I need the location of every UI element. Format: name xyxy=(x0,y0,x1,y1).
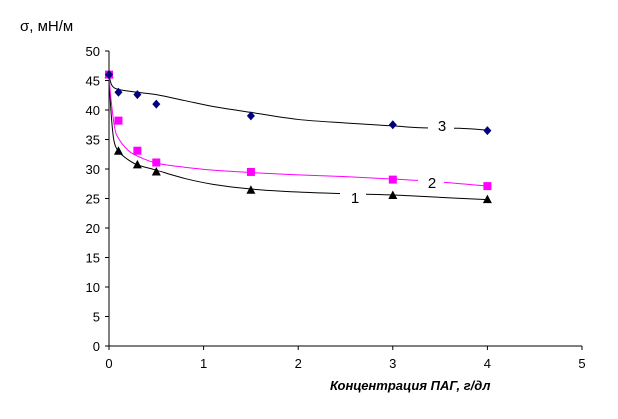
data-point-series-1 xyxy=(246,185,256,194)
curve-label-gap xyxy=(340,185,366,207)
x-tick-label: 2 xyxy=(295,356,302,371)
x-axis-label: Концентрация ПАГ, г/дл xyxy=(330,378,490,393)
y-tick-label: 25 xyxy=(86,192,100,207)
data-point-series-3 xyxy=(114,87,123,97)
curve-labels: 1 2 3 xyxy=(340,113,454,207)
data-markers xyxy=(104,69,492,204)
y-tick-label: 20 xyxy=(86,221,100,236)
data-point-series-1 xyxy=(388,190,398,200)
data-point-series-3 xyxy=(105,70,113,80)
data-point-series-2 xyxy=(388,175,397,184)
trendline-series-2 xyxy=(108,74,488,187)
y-tick-label: 45 xyxy=(86,74,100,89)
y-tick-label: 50 xyxy=(86,44,100,59)
data-point-series-3 xyxy=(152,99,161,109)
y-axis-label: σ, мН/м xyxy=(20,18,73,35)
data-point-series-2 xyxy=(152,158,161,167)
y-tick-label: 40 xyxy=(86,103,100,118)
data-point-series-3 xyxy=(246,111,255,121)
curve-label-gap xyxy=(428,113,454,135)
data-point-series-1 xyxy=(113,146,123,155)
x-tick-label: 5 xyxy=(578,356,585,371)
x-tick-label: 1 xyxy=(200,356,207,371)
y-tick-label: 5 xyxy=(93,310,100,325)
y-tick-label: 15 xyxy=(86,251,100,266)
y-tick-label: 30 xyxy=(86,162,100,177)
data-point-series-2 xyxy=(246,167,255,176)
trendline-series-1 xyxy=(108,74,488,201)
curve-label-2: 2 xyxy=(428,175,436,192)
curve-label-gap xyxy=(418,170,444,192)
x-tick-label: 0 xyxy=(105,356,112,371)
y-tick-label: 35 xyxy=(86,133,100,148)
data-point-series-1 xyxy=(482,194,492,204)
data-point-series-3 xyxy=(483,126,492,136)
y-tick-label: 0 xyxy=(93,339,100,354)
curve-label-3: 3 xyxy=(438,118,446,135)
curve-label-1: 1 xyxy=(351,190,359,207)
data-point-series-1 xyxy=(151,166,161,176)
data-point-series-2 xyxy=(114,116,123,125)
data-point-series-2 xyxy=(133,146,142,155)
y-tick-label: 10 xyxy=(86,280,100,295)
data-point-series-3 xyxy=(388,120,397,130)
data-point-series-1 xyxy=(132,159,142,169)
data-point-series-2 xyxy=(483,182,492,191)
data-point-series-3 xyxy=(133,90,142,100)
x-tick-label: 4 xyxy=(484,356,491,371)
x-tick-label: 3 xyxy=(389,356,396,371)
